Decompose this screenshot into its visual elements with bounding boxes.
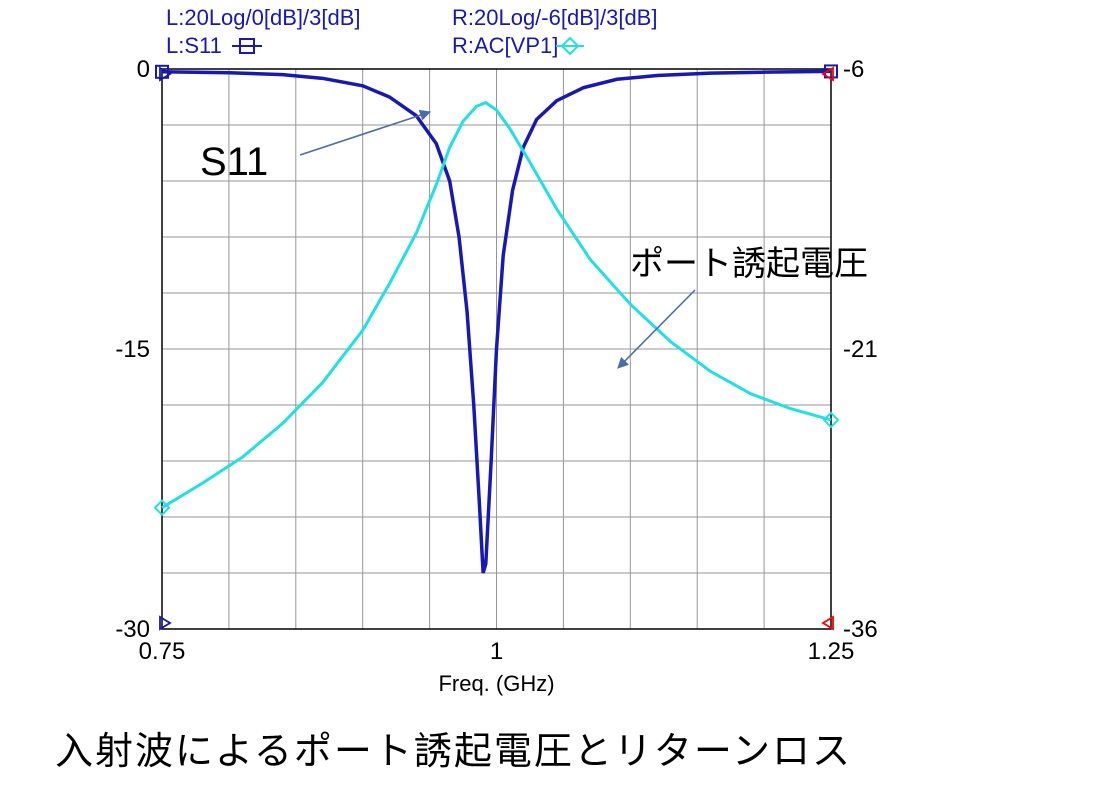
right-series-legend: R:AC[VP1] xyxy=(452,33,558,58)
xtick: 0.75 xyxy=(139,638,186,665)
right-axis-header: R:20Log/-6[dB]/3[dB] xyxy=(452,5,657,30)
annotation-port-label: ポート誘起電圧 xyxy=(630,245,868,283)
left-axis-header: L:20Log/0[dB]/3[dB] xyxy=(166,5,361,30)
figure-caption: 入射波によるポート誘起電圧とリターンロス xyxy=(55,720,852,775)
xtick: 1.25 xyxy=(808,638,855,665)
chart-container: 0-15-30-6-21-360.7511.25Freq. (GHz)L:20L… xyxy=(0,0,1100,791)
left-series-legend: L:S11 xyxy=(166,33,222,58)
ytick-right: -21 xyxy=(843,336,878,363)
ytick-left: -15 xyxy=(115,336,150,363)
x-axis-title: Freq. (GHz) xyxy=(438,671,554,696)
annotation-s11-label: S11 xyxy=(200,140,268,184)
xtick: 1 xyxy=(490,638,503,665)
ytick-right: -6 xyxy=(843,56,864,83)
chart-svg: 0-15-30-6-21-360.7511.25Freq. (GHz)L:20L… xyxy=(0,0,1100,791)
ytick-left: 0 xyxy=(137,56,150,83)
